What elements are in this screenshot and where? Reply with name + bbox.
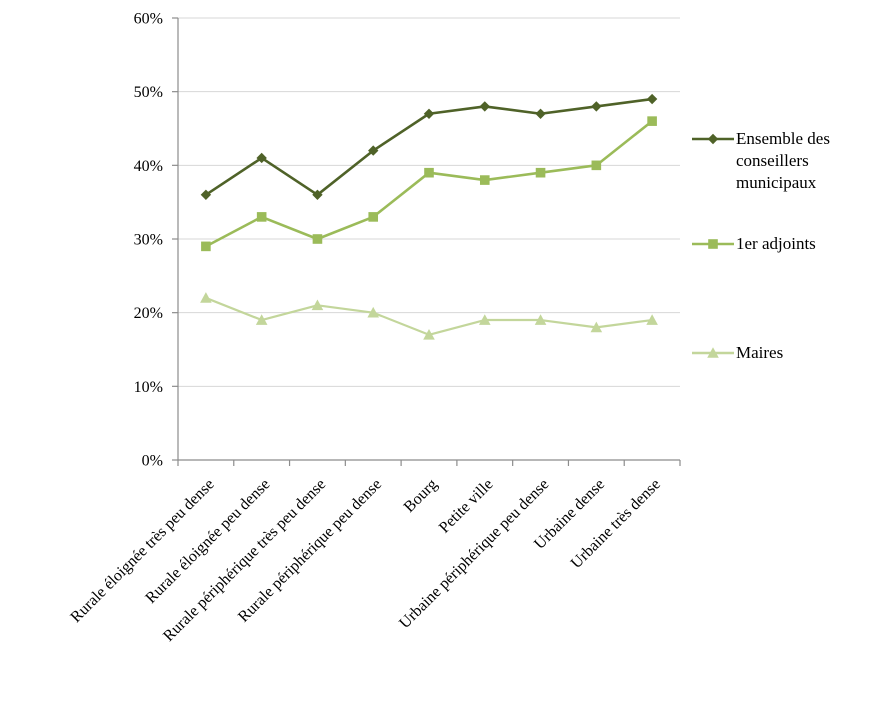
series-line [205,120,653,248]
series-marker-triangle-icon [423,328,435,340]
series-marker-triangle-icon [478,314,491,325]
legend-label: 1er adjoints [736,234,816,253]
legend-label: Ensemble des conseillers municipaux [736,129,830,192]
y-tick-label: 0% [142,453,163,470]
series-marker-triangle-icon [707,347,719,358]
series-marker-square-icon [256,212,267,222]
legend-label: Maires [736,343,784,362]
series-marker-triangle-icon [646,314,658,325]
series-marker-diamond-icon [479,101,490,112]
y-tick-label: 50% [134,84,163,101]
series-marker-triangle-icon [367,306,380,318]
series-marker-square-icon [424,167,434,178]
series-marker-square-icon [708,239,718,249]
series-marker-square-icon [201,241,211,252]
series-marker-diamond-icon [707,133,719,145]
series-marker-diamond-icon [256,152,267,164]
series-marker-triangle-icon [534,314,547,325]
x-category-label: Bourg [401,476,441,516]
legend-line-square-icon [690,234,736,259]
y-tick-label: 40% [134,158,163,175]
series-marker-diamond-icon [312,189,323,200]
series-marker-square-icon [479,175,490,185]
series-marker-triangle-icon [200,292,212,303]
legend-item-ensemble: Ensemble des conseillers municipaux [690,128,868,193]
y-tick-label: 10% [134,379,163,396]
series-marker-diamond-icon [200,189,212,200]
series-marker-triangle-icon [255,314,268,325]
legend-item-maires: Maires [690,342,868,368]
series-marker-diamond-icon [646,93,658,105]
series-marker-diamond-icon [535,108,546,119]
series-marker-triangle-icon [590,321,603,333]
series-marker-diamond-icon [368,145,379,156]
series-marker-triangle-icon [311,299,324,311]
series-marker-square-icon [647,116,657,126]
legend-line-triangle-icon [690,343,736,368]
series-marker-diamond-icon [591,101,602,112]
legend-item-adjoints: 1er adjoints [690,233,868,259]
legend-line-diamond-icon [690,129,736,154]
y-tick-label: 20% [134,305,163,322]
series-marker-diamond-icon [423,108,435,119]
series-marker-square-icon [591,160,602,171]
series-marker-square-icon [368,212,379,222]
y-tick-label: 30% [134,232,163,249]
series-marker-square-icon [535,167,546,178]
y-tick-label: 60% [134,11,163,28]
series-marker-square-icon [312,234,323,244]
